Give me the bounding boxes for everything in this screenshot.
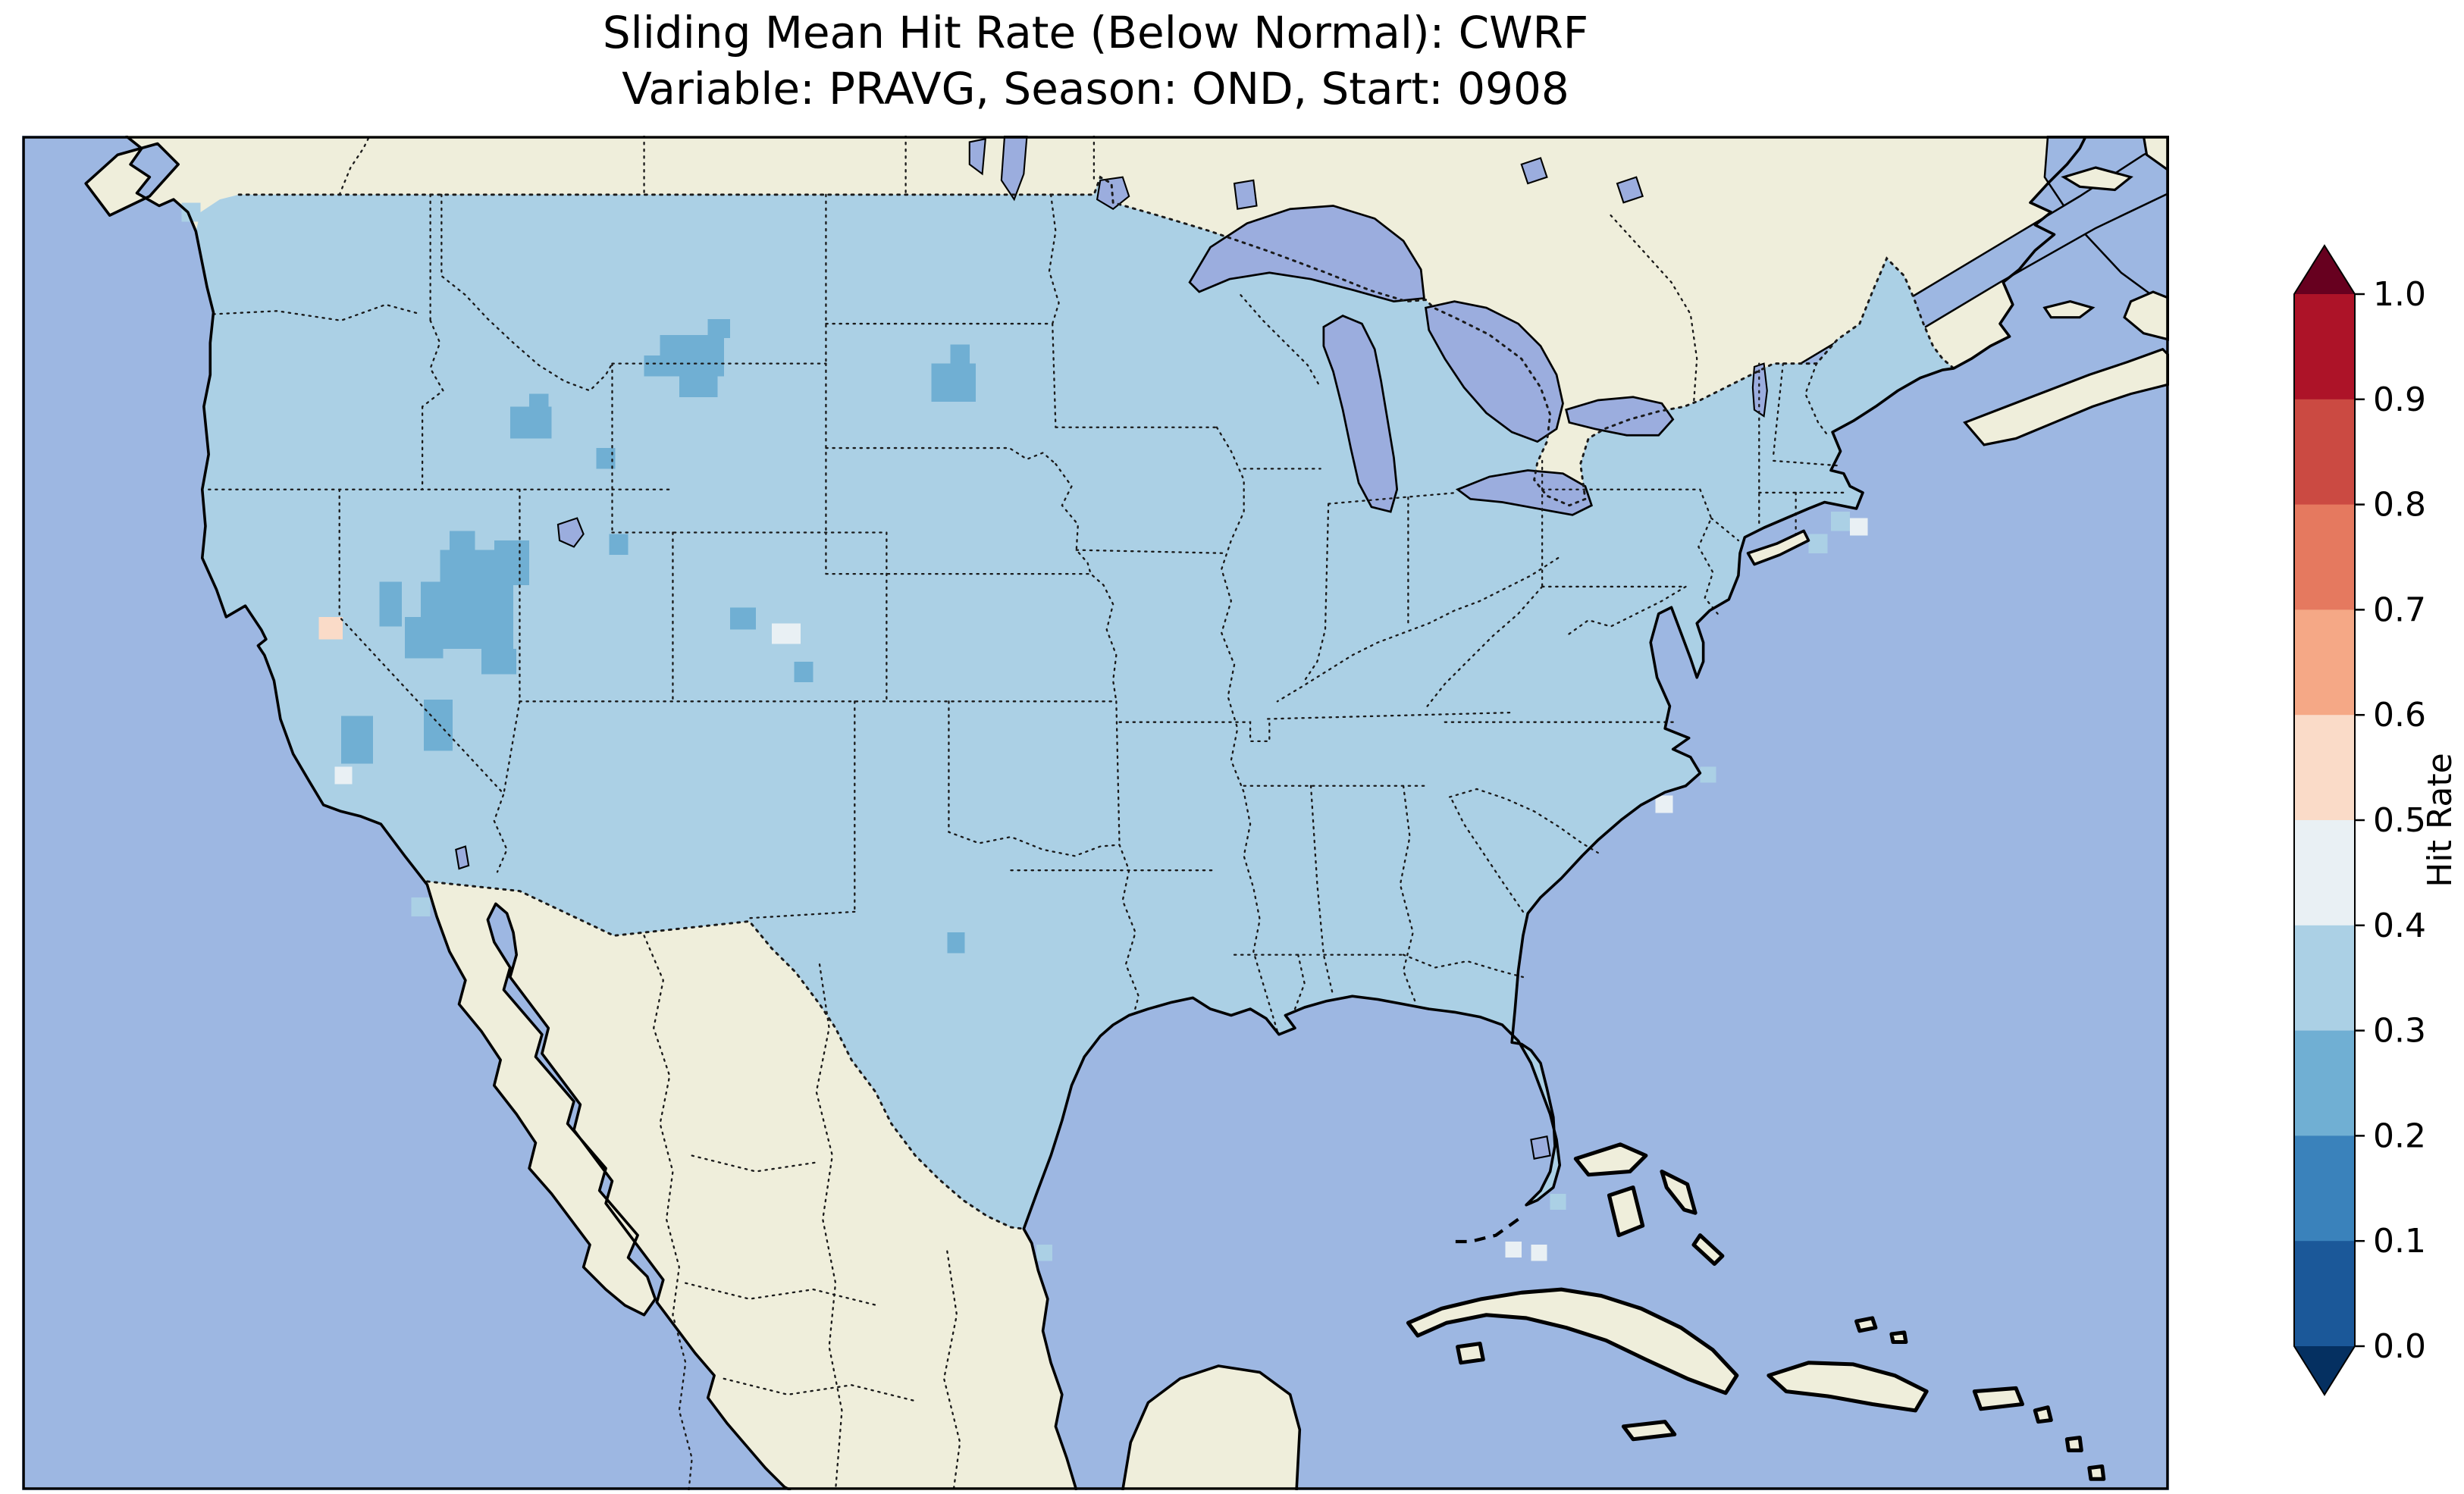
hit-rate-cell bbox=[318, 617, 343, 639]
hit-rate-cell bbox=[1531, 1245, 1547, 1261]
hit-rate-cell bbox=[481, 649, 516, 675]
colorbar-bin-0.6-0.7 bbox=[2294, 609, 2355, 715]
colorbar-axis-label: Hit Rate bbox=[2421, 753, 2459, 887]
hit-rate-cell bbox=[1036, 1245, 1052, 1261]
hit-rate-cell bbox=[341, 716, 373, 763]
colorbar-tick-label: 0.0 bbox=[2373, 1327, 2426, 1366]
colorbar-bin-0.2-0.3 bbox=[2294, 1031, 2355, 1136]
colorbar-bin-0.5-0.6 bbox=[2294, 715, 2355, 820]
colorbar-tick-label: 0.6 bbox=[2373, 696, 2426, 734]
colorbar-tick-label: 0.2 bbox=[2373, 1117, 2426, 1155]
colorbar-tick-label: 0.3 bbox=[2373, 1012, 2426, 1051]
colorbar-tick-label: 0.7 bbox=[2373, 590, 2426, 629]
colorbar-extend-over bbox=[2294, 246, 2355, 294]
hit-rate-cell bbox=[494, 540, 529, 585]
colorbar-bin-0.4-0.5 bbox=[2294, 820, 2355, 926]
hit-rate-cell bbox=[529, 394, 548, 410]
hit-rate-cell bbox=[947, 932, 964, 953]
colorbar-tick-label: 0.5 bbox=[2373, 801, 2426, 840]
hit-rate-cell bbox=[1506, 1242, 1522, 1258]
colorbar-extend-under bbox=[2294, 1346, 2355, 1395]
hit-rate-cell bbox=[794, 662, 813, 682]
hit-rate-cell bbox=[660, 335, 724, 377]
colorbar-tick-label: 0.4 bbox=[2373, 907, 2426, 945]
colorbar-tick-label: 0.9 bbox=[2373, 381, 2426, 419]
hit-rate-cell bbox=[411, 897, 430, 916]
title-line-2: Variable: PRAVG, Season: OND, Start: 090… bbox=[22, 61, 2169, 117]
colorbar-bin-0.7-0.8 bbox=[2294, 505, 2355, 610]
title-line-1: Sliding Mean Hit Rate (Below Normal): CW… bbox=[22, 5, 2169, 61]
hit-rate-cell bbox=[609, 534, 628, 555]
map-panel bbox=[22, 136, 2169, 1490]
hit-rate-cell bbox=[1808, 534, 1827, 553]
figure: Sliding Mean Hit Rate (Below Normal): CW… bbox=[0, 0, 2464, 1494]
colorbar-panel: 1.0 0.9 0.8 0.7 0.6 0.5 0.4 0.3 0.2 0.1 0.0 Hit Ra… bbox=[2288, 244, 2464, 1457]
hit-rate-cell bbox=[510, 406, 552, 438]
hit-rate-cell bbox=[679, 376, 717, 396]
colorbar-tick-label: 0.1 bbox=[2373, 1222, 2426, 1261]
hit-rate-cell bbox=[644, 355, 663, 376]
colorbar: 1.0 0.9 0.8 0.7 0.6 0.5 0.4 0.3 0.2 0.1 0.0 Hit Ra… bbox=[2288, 244, 2464, 1457]
colorbar-bin-0.9-1.0 bbox=[2294, 294, 2355, 399]
plot-title: Sliding Mean Hit Rate (Below Normal): CW… bbox=[22, 5, 2169, 117]
colorbar-bin-0.8-0.9 bbox=[2294, 399, 2355, 505]
hit-rate-cell bbox=[1831, 512, 1850, 531]
hit-rate-cell bbox=[1656, 795, 1673, 813]
map-canvas bbox=[22, 136, 2169, 1490]
hit-rate-cell bbox=[450, 531, 475, 553]
colorbar-tick-label: 0.8 bbox=[2373, 486, 2426, 525]
colorbar-bin-0.1-0.2 bbox=[2294, 1135, 2355, 1241]
hit-rate-cell bbox=[424, 700, 453, 750]
colorbar-ticks: 1.0 0.9 0.8 0.7 0.6 0.5 0.4 0.3 0.2 0.1 0.0 bbox=[2355, 275, 2426, 1366]
colorbar-tick-label: 1.0 bbox=[2373, 275, 2426, 314]
hit-rate-cell bbox=[730, 607, 756, 629]
hit-rate-cell bbox=[405, 617, 443, 659]
colorbar-bin-0.3-0.4 bbox=[2294, 926, 2355, 1031]
hit-rate-cell bbox=[379, 582, 401, 627]
hit-rate-cell bbox=[951, 344, 970, 363]
hit-rate-cell bbox=[1850, 518, 1867, 536]
hit-rate-cell bbox=[772, 623, 801, 644]
hit-rate-cell bbox=[708, 319, 730, 338]
colorbar-bin-0.0-0.1 bbox=[2294, 1241, 2355, 1346]
hit-rate-cell bbox=[1550, 1194, 1566, 1210]
hit-rate-cell bbox=[334, 767, 352, 785]
colorbar-segments bbox=[2294, 294, 2355, 1347]
hit-rate-cell bbox=[1700, 767, 1716, 783]
hit-rate-cell bbox=[931, 364, 976, 402]
